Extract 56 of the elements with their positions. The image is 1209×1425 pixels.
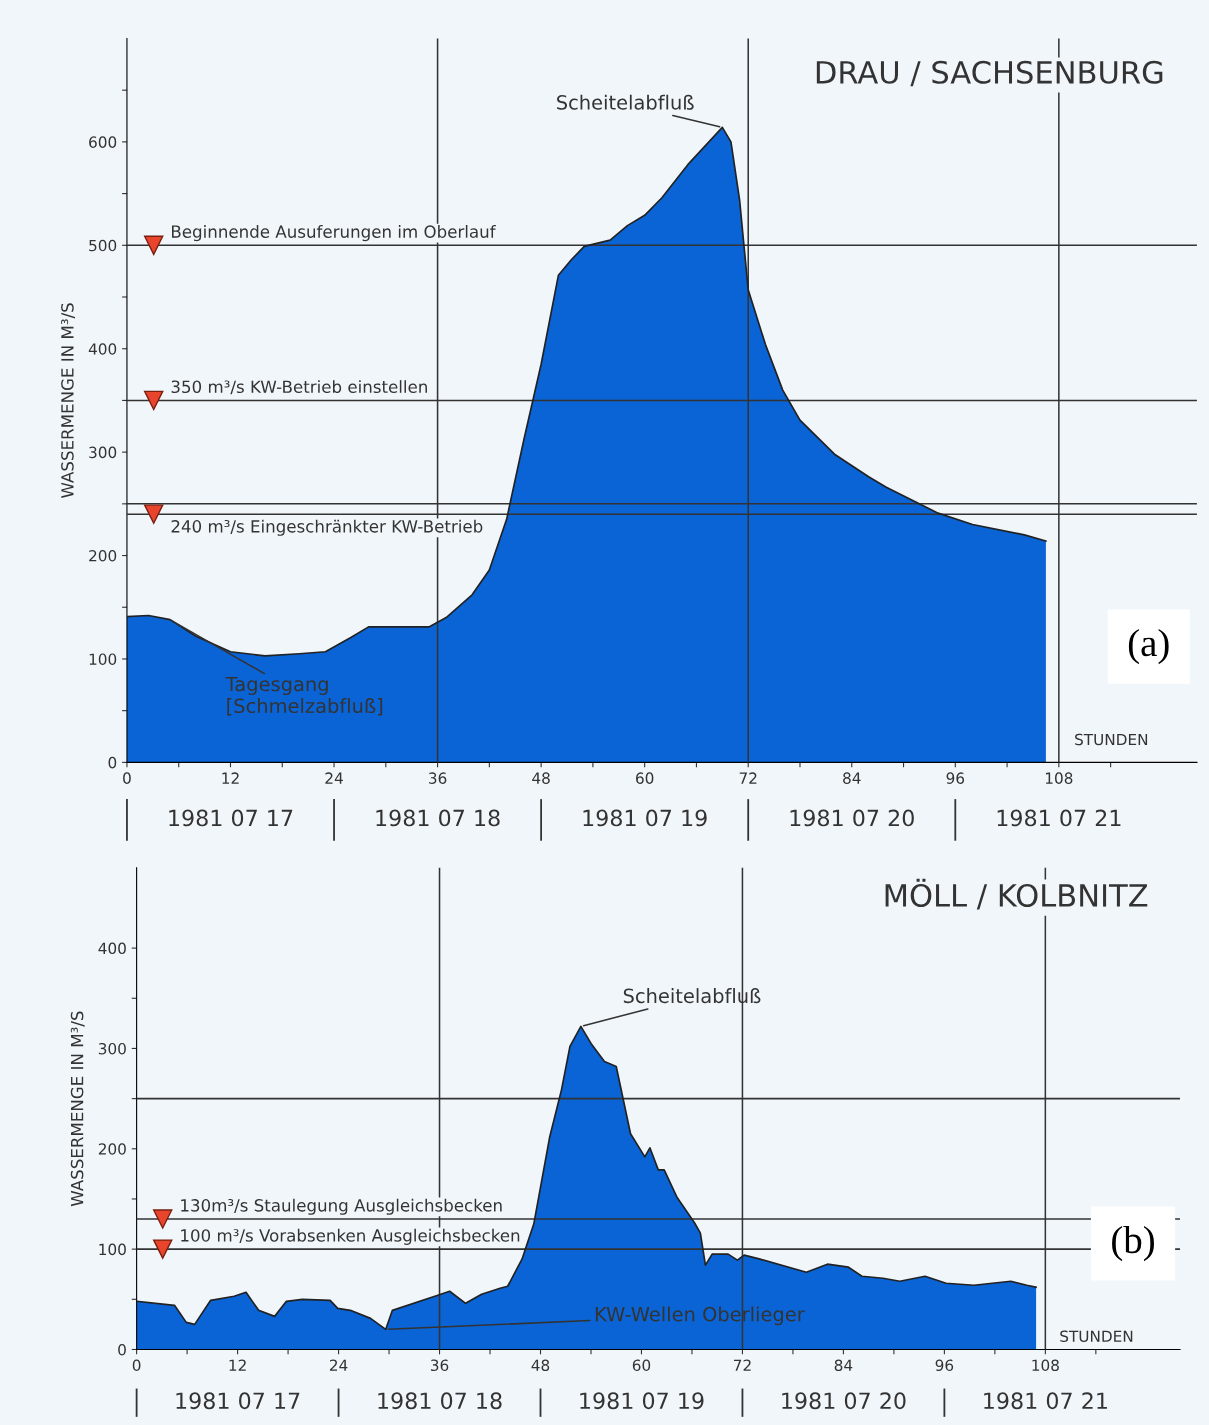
ref-line-label: 350 m³/s KW-Betrieb einstellen [171, 380, 427, 395]
ref-line-label: 240 m³/s Eingeschränkter KW-Betrieb [171, 519, 483, 536]
ref-line-label: 100 m³/s Vorabsenken Ausgleichsbecken [181, 1228, 520, 1245]
x-axis-title: STUNDEN [1060, 1330, 1133, 1343]
text: 1981 07 21 [997, 809, 1121, 827]
x-tick-label: 24 [329, 1359, 348, 1371]
x-tick-label: 36 [430, 1359, 449, 1372]
annotation: (a) [1128, 628, 1169, 665]
x-tick-label: 108 [1045, 772, 1073, 784]
text: 1981 07 18 [376, 809, 500, 827]
x-tick-label: 72 [733, 1359, 751, 1371]
annotation: (b) [1112, 1225, 1154, 1262]
text: 1981 07 17 [176, 1392, 300, 1410]
x-tick-label: 48 [531, 1359, 550, 1372]
text: 1981 07 18 [378, 1392, 502, 1410]
y-axis-title: WASSERMENGE IN M³/S [61, 303, 76, 499]
y-tick-label: 200 [98, 1143, 126, 1155]
x-tick-label: 96 [935, 1359, 954, 1372]
y-tick-label: 300 [89, 446, 117, 459]
y-tick-label: 600 [89, 136, 117, 148]
x-tick-label: 48 [532, 772, 550, 784]
x-tick-label: 24 [325, 772, 343, 784]
ref-line-label: Beginnende Ausuferungen im Oberlauf [172, 225, 496, 242]
x-tick-label: 72 [739, 772, 757, 784]
y-axis-title: WASSERMENGE IN M³/S [70, 1011, 85, 1207]
text: 1981 07 20 [790, 809, 914, 827]
x-tick-label: 60 [632, 1359, 651, 1372]
x-tick-label: 36 [429, 772, 447, 784]
y-tick-label: 100 [99, 1243, 126, 1256]
y-tick-label: 200 [89, 550, 117, 562]
x-tick-label: 12 [229, 1359, 246, 1371]
y-tick-label: 400 [98, 942, 126, 955]
x-tick-label: 96 [946, 772, 965, 784]
ref-line-label: 130m³/s Staulegung Ausgleichsbecken [181, 1198, 502, 1215]
text: 1981 07 21 [984, 1392, 1107, 1410]
x-tick-label: 0 [132, 1359, 141, 1372]
chart-title: MÖLL / KOLBNITZ [885, 878, 1148, 910]
text: 1981 07 20 [782, 1392, 906, 1410]
y-tick-label: 0 [118, 1343, 126, 1356]
y-tick-label: 100 [89, 653, 117, 665]
x-tick-label: 60 [636, 772, 654, 784]
y-tick-label: 0 [108, 756, 117, 769]
y-tick-label: 500 [89, 239, 117, 252]
x-tick-label: 12 [222, 772, 239, 784]
text: 1981 07 19 [580, 1392, 704, 1410]
annotation: Scheitelabfluß [557, 94, 694, 110]
text: DRAU / SACHSENBURG [816, 60, 1163, 87]
x-axis-title: STUNDEN [1075, 733, 1148, 746]
annotation: Tagesgang [Schmelzabfluß] [225, 676, 383, 716]
x-tick-label: 84 [834, 1359, 853, 1372]
y-tick-label: 400 [88, 343, 117, 355]
text: 1981 07 17 [169, 809, 293, 827]
x-tick-label: 84 [843, 772, 861, 784]
y-tick-label: 300 [98, 1042, 126, 1055]
x-tick-label: 108 [1032, 1359, 1059, 1372]
text: 1981 07 19 [583, 809, 707, 827]
